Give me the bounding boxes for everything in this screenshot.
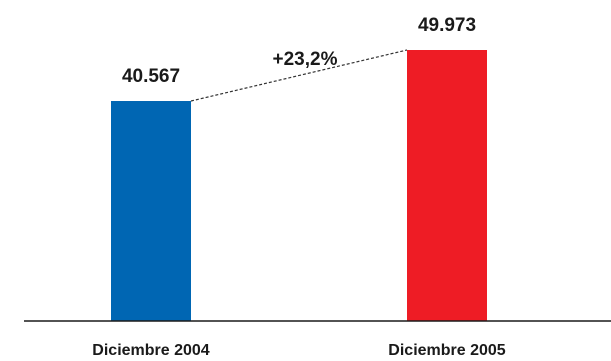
bar-2 bbox=[407, 50, 487, 321]
change-connector-line bbox=[190, 49, 408, 102]
category-label-2: Diciembre 2005 bbox=[388, 342, 506, 359]
value-label-2: 49.973 bbox=[418, 15, 476, 36]
bar-1 bbox=[111, 101, 191, 322]
value-label-1: 40.567 bbox=[122, 66, 180, 87]
percent-change-label: +23,2% bbox=[273, 49, 338, 70]
bars-group bbox=[111, 50, 487, 322]
category-label-1: Diciembre 2004 bbox=[92, 342, 210, 359]
labels-group: 40.567 Diciembre 2004 49.973 Diciembre 2005 bbox=[92, 15, 506, 359]
